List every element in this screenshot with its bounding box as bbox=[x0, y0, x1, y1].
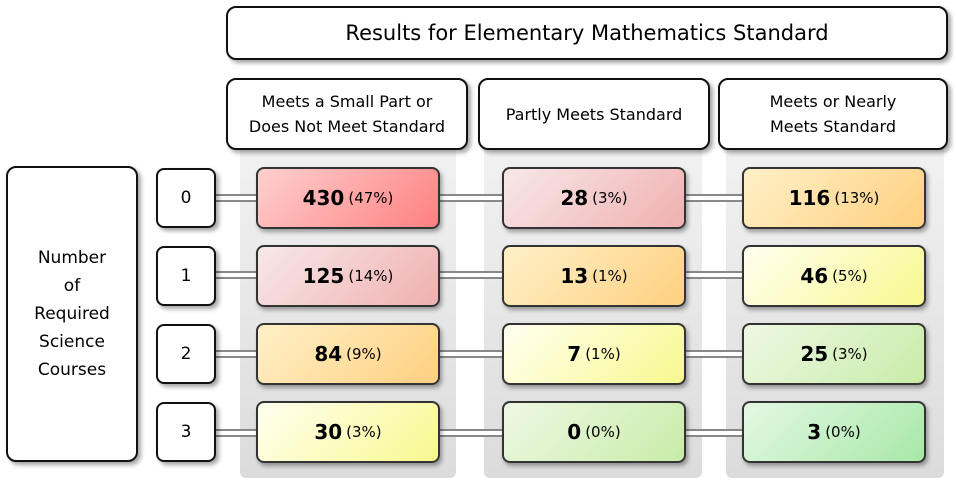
cell-value: 25 bbox=[800, 342, 829, 366]
row-number-3: 3 bbox=[156, 402, 216, 462]
row-number-0: 0 bbox=[156, 168, 216, 228]
row-number-1: 1 bbox=[156, 246, 216, 306]
row-connector-2 bbox=[214, 350, 744, 358]
row-axis-line: of bbox=[63, 276, 81, 296]
cell-value: 0 bbox=[567, 420, 582, 444]
row-axis-line: Required bbox=[34, 304, 110, 324]
column-header-line1: Partly Meets Standard bbox=[505, 104, 683, 124]
cell-r2-c1: 7 (1%) bbox=[502, 323, 686, 385]
column-header-line2: Does Not Meet Standard bbox=[248, 117, 446, 136]
cell-percent: (0%) bbox=[825, 423, 861, 441]
cell-r3-c2: 3 (0%) bbox=[742, 401, 926, 463]
row-connector-1 bbox=[214, 271, 744, 279]
row-connector-0 bbox=[214, 194, 744, 202]
column-header-line1: Meets or Nearly bbox=[769, 92, 897, 111]
cell-r3-c0: 30 (3%) bbox=[256, 401, 440, 463]
cell-value: 125 bbox=[302, 264, 345, 288]
column-header-line1: Meets a Small Part or bbox=[261, 92, 433, 111]
column-header-meets: Meets or Nearly Meets Standard bbox=[718, 78, 948, 150]
cell-percent: (1%) bbox=[585, 345, 621, 363]
cell-r2-c2: 25 (3%) bbox=[742, 323, 926, 385]
cell-value: 46 bbox=[800, 264, 829, 288]
cell-percent: (0%) bbox=[585, 423, 621, 441]
cell-percent: (47%) bbox=[348, 189, 394, 207]
cell-value: 7 bbox=[567, 342, 582, 366]
cell-r0-c1: 28 (3%) bbox=[502, 167, 686, 229]
row-connector-3 bbox=[214, 429, 744, 437]
cell-percent: (3%) bbox=[346, 423, 382, 441]
cell-percent: (5%) bbox=[832, 267, 868, 285]
cell-percent: (13%) bbox=[834, 189, 880, 207]
cell-r0-c0: 430 (47%) bbox=[256, 167, 440, 229]
page-title: Results for Elementary Mathematics Stand… bbox=[226, 6, 948, 60]
cell-r1-c0: 125 (14%) bbox=[256, 245, 440, 307]
column-header-partly: Partly Meets Standard bbox=[478, 78, 710, 150]
cell-percent: (14%) bbox=[348, 267, 394, 285]
cell-value: 13 bbox=[560, 264, 589, 288]
title-text: Results for Elementary Mathematics Stand… bbox=[345, 21, 829, 45]
cell-r0-c2: 116 (13%) bbox=[742, 167, 926, 229]
row-number-text: 3 bbox=[180, 422, 192, 442]
cell-percent: (3%) bbox=[592, 189, 628, 207]
column-header-small-part: Meets a Small Part or Does Not Meet Stan… bbox=[226, 78, 468, 150]
cell-percent: (3%) bbox=[832, 345, 868, 363]
cell-value: 28 bbox=[560, 186, 589, 210]
cell-value: 430 bbox=[302, 186, 345, 210]
row-number-text: 0 bbox=[180, 188, 192, 208]
cell-r1-c1: 13 (1%) bbox=[502, 245, 686, 307]
cell-r3-c1: 0 (0%) bbox=[502, 401, 686, 463]
row-number-text: 1 bbox=[180, 266, 192, 286]
column-header-line2: Meets Standard bbox=[770, 117, 896, 136]
cell-value: 30 bbox=[314, 420, 343, 444]
row-axis-label: Number of Required Science Courses bbox=[6, 166, 138, 462]
row-number-2: 2 bbox=[156, 324, 216, 384]
cell-percent: (1%) bbox=[592, 267, 628, 285]
cell-value: 116 bbox=[788, 186, 831, 210]
row-number-text: 2 bbox=[180, 344, 192, 364]
cell-value: 84 bbox=[314, 342, 343, 366]
row-axis-line: Science bbox=[39, 332, 105, 352]
row-axis-line: Number bbox=[37, 248, 107, 268]
row-axis-line: Courses bbox=[37, 360, 107, 380]
cell-percent: (9%) bbox=[346, 345, 382, 363]
cell-r1-c2: 46 (5%) bbox=[742, 245, 926, 307]
cell-value: 3 bbox=[807, 420, 822, 444]
cell-r2-c0: 84 (9%) bbox=[256, 323, 440, 385]
